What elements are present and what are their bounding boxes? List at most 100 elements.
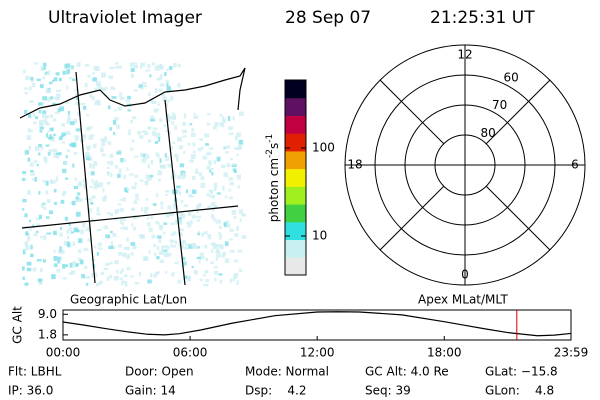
speckle (141, 157, 147, 163)
speckle (135, 198, 140, 201)
speckle (180, 200, 184, 203)
speckle (174, 154, 179, 158)
speckle (45, 133, 48, 138)
speckle (68, 226, 72, 232)
speckle (205, 143, 209, 146)
speckle (25, 76, 30, 80)
speckle (101, 197, 107, 202)
speckle (174, 125, 178, 130)
speckle (62, 168, 67, 174)
speckle (166, 86, 172, 92)
speckle (133, 155, 139, 158)
speckle (99, 87, 104, 92)
speckle (178, 145, 184, 150)
speckle (234, 135, 238, 141)
speckle (160, 73, 163, 79)
speckle (183, 275, 188, 279)
speckle (109, 274, 113, 279)
speckle (211, 249, 214, 253)
speckle (27, 113, 32, 119)
speckle (119, 219, 123, 224)
speckle (47, 151, 51, 156)
speckle (233, 170, 237, 174)
speckle (184, 243, 190, 246)
info-field: Flt: LBHL (8, 365, 62, 379)
speckle (129, 275, 134, 278)
speckle (198, 172, 203, 176)
speckle (39, 282, 43, 286)
speckle (29, 170, 34, 173)
speckle (229, 228, 234, 232)
speckle (159, 65, 164, 70)
speckle (176, 189, 181, 194)
speckle (84, 265, 88, 270)
speckle (82, 106, 87, 110)
speckle (64, 216, 69, 221)
speckle (134, 282, 140, 285)
speckle (45, 180, 49, 186)
colorbar-label: photon cm-2s-1 (265, 134, 281, 223)
speckle (227, 164, 231, 167)
speckle (145, 198, 149, 201)
speckle (125, 246, 131, 250)
speckle (173, 173, 177, 179)
x-tick-label: 00:00 (46, 346, 81, 360)
polar-spoke (485, 185, 551, 251)
speckle (101, 88, 107, 92)
speckle (189, 123, 193, 126)
speckle (191, 242, 196, 248)
speckle (157, 178, 161, 182)
speckle (200, 176, 205, 181)
speckle (30, 244, 33, 250)
speckle (109, 127, 113, 131)
speckle (148, 250, 151, 254)
speckle (87, 147, 90, 151)
speckle (29, 86, 32, 91)
speckle (232, 168, 237, 172)
speckle (147, 139, 152, 143)
speckle (59, 250, 65, 254)
speckle (61, 193, 65, 197)
speckle (31, 178, 35, 181)
polar-ring-label: 70 (492, 98, 507, 112)
speckle (104, 262, 110, 266)
speckle (160, 205, 163, 210)
speckle (169, 239, 175, 243)
info-field: Gain: 14 (125, 384, 176, 398)
speckle (165, 113, 171, 118)
speckle (214, 270, 219, 275)
speckle (119, 207, 124, 212)
speckle (196, 208, 199, 214)
speckle (44, 158, 48, 164)
speckle (32, 112, 36, 117)
speckle (59, 226, 62, 231)
speckle (188, 244, 193, 249)
speckle (152, 203, 157, 206)
speckle (37, 278, 43, 283)
speckle (100, 72, 106, 78)
speckle (155, 221, 160, 224)
speckle (49, 134, 52, 140)
speckle (224, 241, 229, 247)
speckle (213, 265, 218, 269)
speckle (202, 155, 208, 160)
speckle (22, 276, 25, 280)
speckle (131, 207, 136, 212)
speckle (143, 131, 149, 136)
speckle (166, 68, 169, 72)
speckle (52, 118, 57, 122)
speckle (85, 197, 88, 200)
colorbar-label-part: -2 (265, 149, 275, 158)
speckle (24, 87, 29, 90)
speckle (42, 179, 45, 183)
speckle (151, 62, 156, 66)
speckle (91, 195, 96, 199)
speckle (147, 64, 151, 69)
speckle (228, 126, 233, 130)
speckle (72, 241, 76, 247)
speckle (207, 205, 212, 209)
speckle (133, 64, 139, 69)
speckle (183, 151, 186, 154)
x-tick-label: 12:00 (300, 346, 335, 360)
speckle (126, 188, 130, 191)
